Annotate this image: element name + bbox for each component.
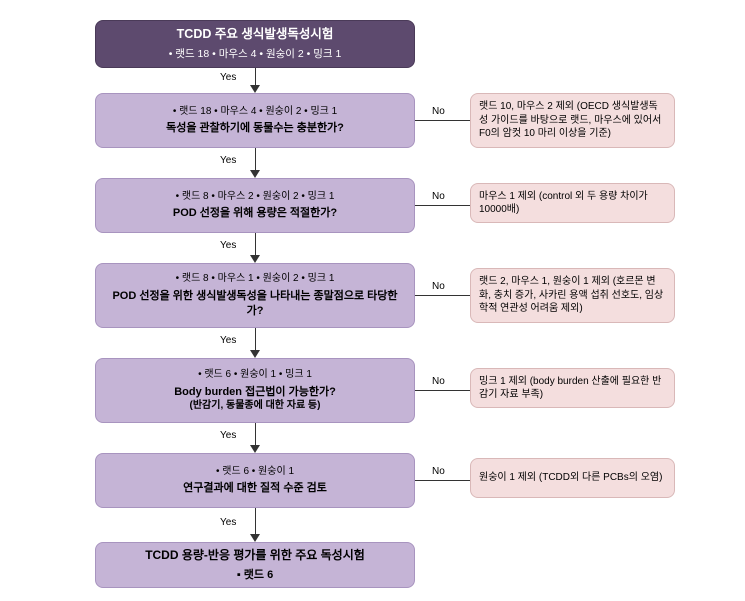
yes-label: Yes (220, 72, 236, 83)
exclude-node-5: 원숭이 1 제외 (TCDD외 다른 PCBs의 오염) (470, 458, 675, 498)
question-node-4: • 랫드 6 • 원숭이 1 • 밍크 1 Body burden 접근법이 가… (95, 358, 415, 423)
no-label: No (432, 376, 445, 387)
arrow-icon (250, 445, 260, 453)
q4-text: Body burden 접근법이 가능한가? (174, 385, 336, 400)
exclude-node-3: 랫드 2, 마우스 1, 원숭이 1 제외 (호르몬 변화, 충치 증가, 사카… (470, 268, 675, 323)
exclude-text-2: 마우스 1 제외 (control 외 두 용량 차이가 10000배) (479, 190, 666, 217)
arrow-icon (250, 350, 260, 358)
q1-text: 독성을 관찰하기에 동물수는 충분한가? (166, 121, 344, 136)
no-label: No (432, 191, 445, 202)
q2-text: POD 선정을 위해 용량은 적절한가? (173, 206, 337, 221)
exclude-text-4: 밍크 1 제외 (body burden 산출에 필요한 반감기 자료 부족) (479, 375, 666, 402)
question-node-2: • 랫드 8 • 마우스 2 • 원숭이 2 • 밍크 1 POD 선정을 위해… (95, 178, 415, 233)
yes-label: Yes (220, 240, 236, 251)
connector (415, 390, 470, 391)
connector (255, 68, 256, 86)
q4-counts: • 랫드 6 • 원숭이 1 • 밍크 1 (198, 368, 312, 382)
exclude-node-2: 마우스 1 제외 (control 외 두 용량 차이가 10000배) (470, 183, 675, 223)
yes-label: Yes (220, 155, 236, 166)
connector (255, 233, 256, 256)
connector (415, 295, 470, 296)
arrow-icon (250, 534, 260, 542)
exclude-text-1: 랫드 10, 마우스 2 제외 (OECD 생식발생독성 가이드를 바탕으로 랫… (479, 100, 666, 141)
yes-label: Yes (220, 430, 236, 441)
connector (255, 423, 256, 446)
connector (255, 508, 256, 535)
final-title: TCDD 용량-반응 평가를 위한 주요 독성시험 (145, 547, 365, 563)
no-label: No (432, 106, 445, 117)
question-node-3: • 랫드 8 • 마우스 1 • 원숭이 2 • 밍크 1 POD 선정을 위한… (95, 263, 415, 328)
connector (255, 328, 256, 351)
arrow-icon (250, 170, 260, 178)
question-node-5: • 랫드 6 • 원숭이 1 연구결과에 대한 질적 수준 검토 (95, 453, 415, 508)
yes-label: Yes (220, 335, 236, 346)
exclude-node-4: 밍크 1 제외 (body burden 산출에 필요한 반감기 자료 부족) (470, 368, 675, 408)
exclude-text-5: 원숭이 1 제외 (TCDD외 다른 PCBs의 오염) (479, 471, 662, 485)
q3-counts: • 랫드 8 • 마우스 1 • 원숭이 2 • 밍크 1 (176, 272, 335, 286)
final-node: TCDD 용량-반응 평가를 위한 주요 독성시험 ▪ 랫드 6 (95, 542, 415, 588)
q5-counts: • 랫드 6 • 원숭이 1 (216, 465, 294, 479)
arrow-icon (250, 85, 260, 93)
arrow-icon (250, 255, 260, 263)
q5-text: 연구결과에 대한 질적 수준 검토 (183, 481, 327, 496)
q1-counts: • 랫드 18 • 마우스 4 • 원숭이 2 • 밍크 1 (173, 105, 337, 119)
no-label: No (432, 281, 445, 292)
q4-extra: (반감기, 동물종에 대한 자료 등) (190, 399, 321, 413)
start-node: TCDD 주요 생식발생독성시험 • 랫드 18 • 마우스 4 • 원숭이 2… (95, 20, 415, 68)
exclude-text-3: 랫드 2, 마우스 1, 원숭이 1 제외 (호르몬 변화, 충치 증가, 사카… (479, 275, 666, 316)
q2-counts: • 랫드 8 • 마우스 2 • 원숭이 2 • 밍크 1 (176, 190, 335, 204)
connector (415, 480, 470, 481)
question-node-1: • 랫드 18 • 마우스 4 • 원숭이 2 • 밍크 1 독성을 관찰하기에… (95, 93, 415, 148)
no-label: No (432, 466, 445, 477)
q3-text: POD 선정을 위한 생식발생독성을 나타내는 종말점으로 타당한가? (106, 289, 404, 319)
connector (415, 120, 470, 121)
start-sub: • 랫드 18 • 마우스 4 • 원숭이 2 • 밍크 1 (169, 47, 342, 61)
flowchart-container: TCDD 주요 생식발생독성시험 • 랫드 18 • 마우스 4 • 원숭이 2… (0, 0, 745, 601)
final-sub: ▪ 랫드 6 (237, 568, 273, 583)
yes-label: Yes (220, 517, 236, 528)
connector (415, 205, 470, 206)
connector (255, 148, 256, 171)
exclude-node-1: 랫드 10, 마우스 2 제외 (OECD 생식발생독성 가이드를 바탕으로 랫… (470, 93, 675, 148)
start-title: TCDD 주요 생식발생독성시험 (177, 26, 334, 43)
